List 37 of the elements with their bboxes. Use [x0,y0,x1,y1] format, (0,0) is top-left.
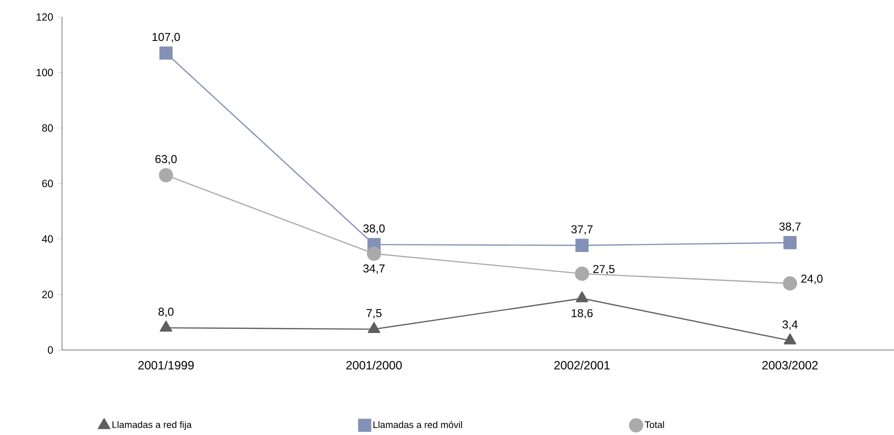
data-label: 18,6 [572,309,593,319]
point [158,168,174,182]
y-tick-label: 120 [36,13,53,21]
point [366,246,382,261]
y-tick-label: 40 [42,235,53,243]
data-label: 27,5 [593,264,615,274]
legend-label: Total [644,421,664,428]
y-tick-label: 80 [42,124,53,132]
data-label: 63,0 [155,155,177,164]
data-label: 38,7 [779,222,801,232]
data-label: 107,0 [152,32,180,42]
x-tick-label: 2002/2001 [554,360,610,370]
x-tick-label: 2001/1999 [138,360,194,370]
point [368,322,380,334]
x-tick-label: 2001/2000 [346,360,402,370]
point [575,238,589,252]
legend-label: Llamadas a red móvil [373,421,462,428]
data-label: 34,7 [363,264,385,274]
x-tick-label: 2003/2002 [762,360,818,370]
y-tick-label: 20 [42,290,53,298]
y-tick-label: 60 [42,180,53,188]
point [576,291,588,302]
data-label: 8,0 [158,308,174,318]
data-label: 3,4 [782,320,798,330]
point [784,333,796,344]
point [160,320,172,332]
legend-label: Llamadas a red fija [112,421,192,430]
data-label: 7,5 [366,309,382,319]
y-tick-label: 0 [48,346,53,354]
point [159,46,173,60]
data-label: 24,0 [801,274,823,284]
point [783,236,797,250]
data-label: 37,7 [571,225,593,235]
y-tick-label: 100 [36,68,53,76]
data-label: 38,0 [363,224,385,234]
point [574,266,590,281]
point [782,276,798,290]
